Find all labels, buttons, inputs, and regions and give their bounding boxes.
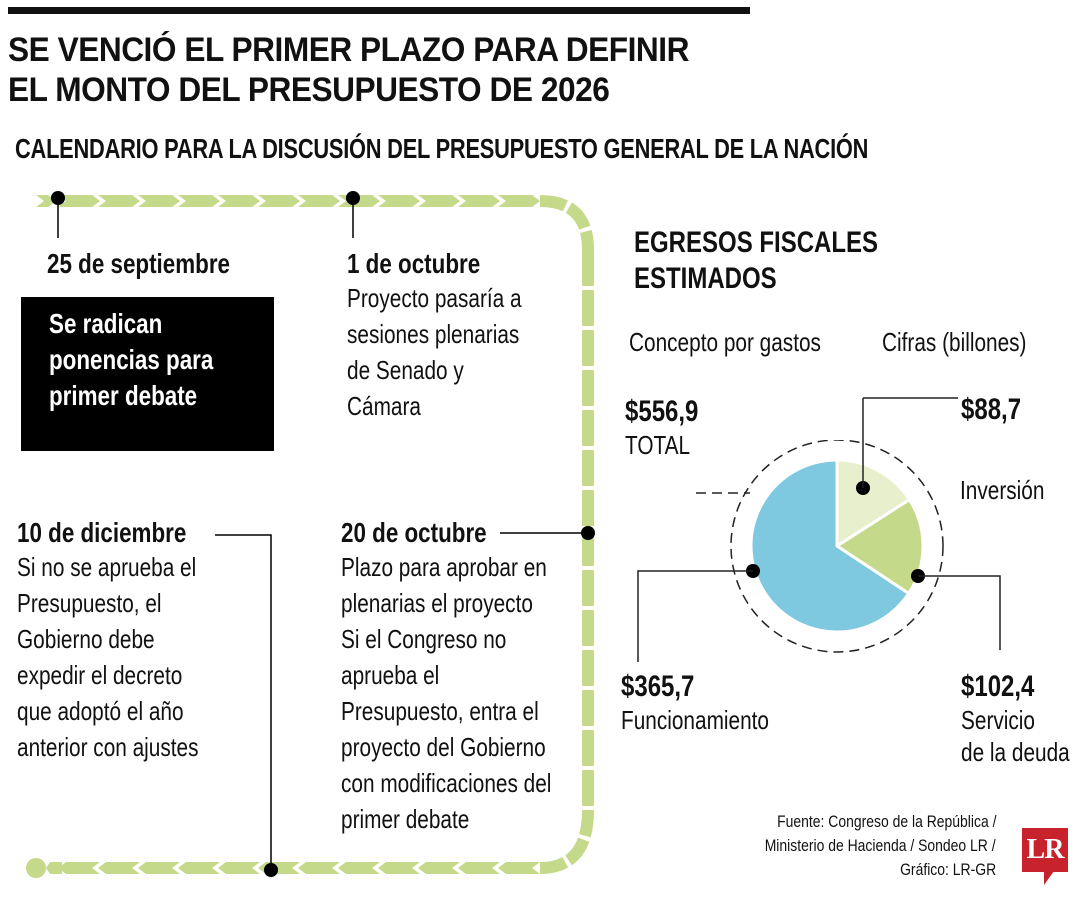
timeline-end-dot <box>26 858 46 878</box>
funcionamiento-value: $365,7 <box>621 670 695 703</box>
headline-line-1: SE VENCIÓ EL PRIMER PLAZO PARA DEFINIR <box>8 31 689 69</box>
total-value: $556,9 <box>625 395 699 428</box>
pie-chart <box>637 440 1001 662</box>
event-oct20: 20 de octubre Plazo para aprobar en plen… <box>341 517 552 834</box>
timeline-chevrons-top <box>36 195 540 207</box>
inversion-value: $88,7 <box>961 393 1022 426</box>
event-date-oct1: 1 de octubre <box>347 248 481 279</box>
units-label: Cifras (billones) <box>882 327 1027 357</box>
chart-title: EGRESOS FISCALES ESTIMADOS <box>634 226 879 295</box>
total-label: TOTAL <box>625 430 691 460</box>
total-ring <box>730 440 944 653</box>
headline-line-2: EL MONTO DEL PRESUPUESTO DE 2026 <box>8 71 610 109</box>
total-block: $556,9 TOTAL <box>625 395 698 461</box>
lr-logo-tail <box>1044 871 1054 885</box>
subtitle: CALENDARIO PARA LA DISCUSIÓN DEL PRESUPU… <box>15 133 869 164</box>
concept-label: Concepto por gastos <box>629 327 821 357</box>
servicio-deuda-value: $102,4 <box>961 670 1035 703</box>
event-box-sep25 <box>21 297 274 451</box>
event-dec10: 10 de diciembre Si no se aprueba el Pres… <box>17 517 199 762</box>
top-rule <box>8 7 750 14</box>
event-date-dec10: 10 de diciembre <box>17 517 187 548</box>
event-date-sep25: 25 de septiembre <box>47 248 231 279</box>
lr-logo: LR <box>1022 828 1068 872</box>
slice-inversion <box>835 458 912 549</box>
slice-funcionamiento <box>749 458 911 634</box>
event-date-oct20: 20 de octubre <box>341 517 487 548</box>
event-box-text: Se radican ponencias para primer debate <box>49 308 214 411</box>
inversion-leader-top <box>862 398 864 440</box>
slice-servicio-deuda <box>834 497 925 596</box>
inversion-leader-h <box>863 397 958 399</box>
source-note: Fuente: Congreso de la República / Minis… <box>765 812 996 879</box>
inversion-label: Inversión <box>960 475 1045 505</box>
headline: SE VENCIÓ EL PRIMER PLAZO PARA DEFINIR E… <box>8 30 689 110</box>
servicio-deuda-block: $102,4 Servicio de la deuda <box>961 670 1070 767</box>
event-oct1: 1 de octubre Proyecto pasaría a sesiones… <box>347 248 522 421</box>
funcionamiento-block: $365,7 Funcionamiento <box>621 670 769 736</box>
funcionamiento-label: Funcionamiento <box>621 705 769 735</box>
